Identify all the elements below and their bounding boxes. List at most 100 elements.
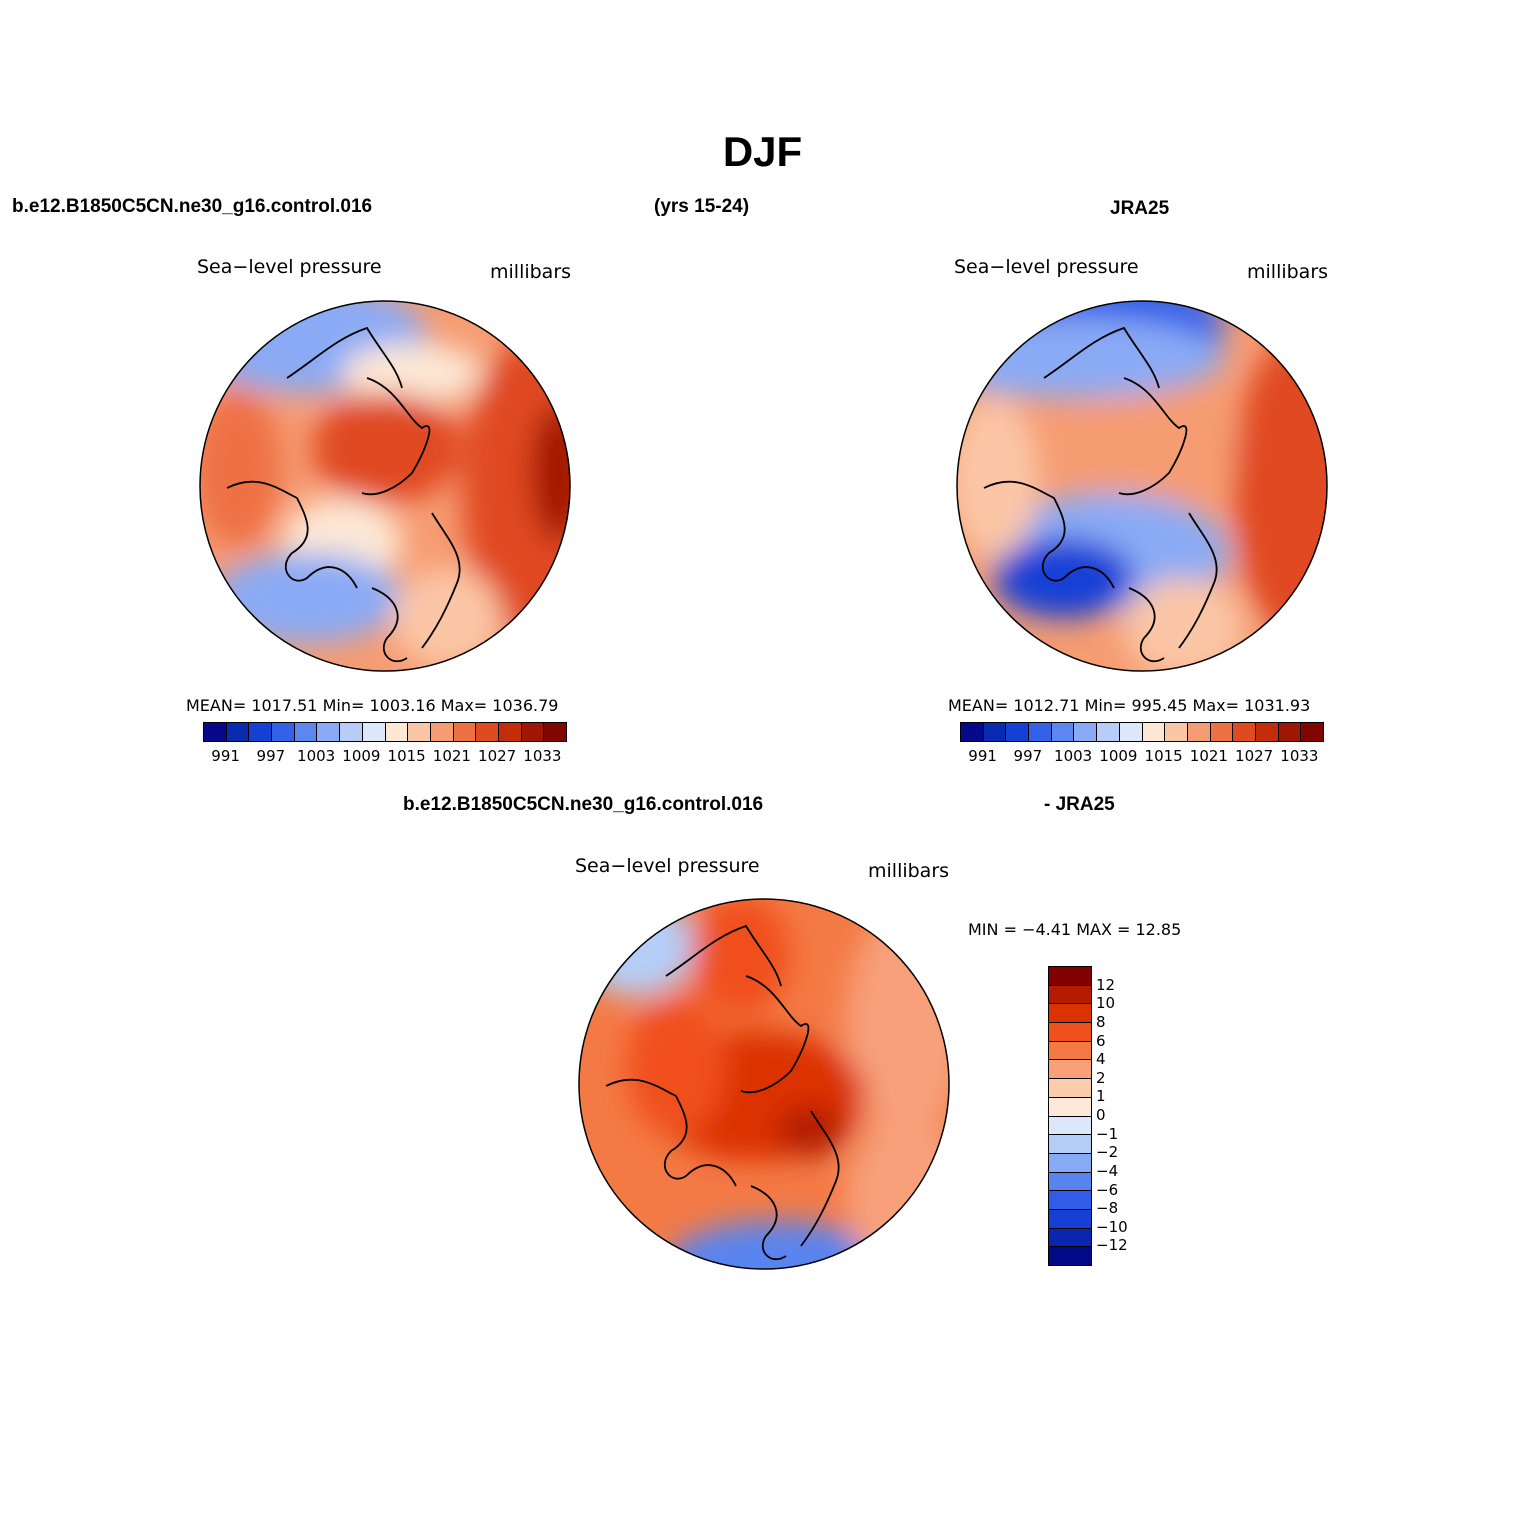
colorbar-swatch — [1278, 723, 1302, 741]
colorbar-swatch — [1006, 723, 1030, 741]
colorbar-swatch — [272, 723, 295, 741]
colorbar-swatch — [1049, 1116, 1091, 1136]
colorbar-swatch — [204, 723, 227, 741]
colorbar-swatch — [1233, 723, 1256, 741]
colorbar-tick-label: 997 — [1013, 747, 1043, 765]
colorbar-swatch — [1142, 723, 1166, 741]
colorbar-swatch — [453, 723, 477, 741]
colorbar-tick-label: −8 — [1096, 1199, 1119, 1218]
obs-stats: MEAN= 1012.71 Min= 995.45 Max= 1031.93 — [948, 696, 1311, 715]
colorbar-swatch — [1049, 985, 1091, 1005]
colorbar-tick-label: 1003 — [297, 747, 336, 765]
years-label: (yrs 15-24) — [654, 196, 750, 217]
colorbar-tick-label: 2 — [1096, 1068, 1106, 1087]
model-colorbar — [203, 722, 567, 742]
colorbar-swatch — [249, 723, 273, 741]
colorbar-swatch — [1165, 723, 1188, 741]
colorbar-tick-label: 0 — [1096, 1106, 1106, 1124]
colorbar-swatch — [1049, 1247, 1091, 1265]
colorbar-swatch — [1049, 1041, 1091, 1061]
colorbar-swatch — [1049, 1023, 1091, 1042]
colorbar-swatch — [1049, 1228, 1091, 1248]
model-plot-title: Sea−level pressure — [197, 256, 382, 278]
colorbar-swatch — [1049, 1153, 1091, 1173]
model-slp-map — [199, 300, 571, 672]
colorbar-tick-label: −1 — [1096, 1124, 1119, 1143]
colorbar-swatch — [1051, 723, 1075, 741]
obs-colorbar — [960, 722, 1324, 742]
colorbar-swatch — [1049, 967, 1091, 986]
colorbar-tick-label: 991 — [968, 747, 997, 765]
diff-slp-map — [578, 898, 950, 1270]
colorbar-swatch — [1074, 723, 1098, 741]
colorbar-tick-label: 1009 — [342, 747, 381, 765]
colorbar-swatch — [544, 723, 566, 741]
colorbar-swatch — [430, 723, 454, 741]
diff-units: millibars — [868, 860, 950, 882]
colorbar-tick-label: 1 — [1096, 1087, 1106, 1106]
colorbar-swatch — [1097, 723, 1120, 741]
obs-units: millibars — [1247, 261, 1329, 283]
colorbar-tick-label: 1003 — [1054, 747, 1093, 765]
obs-slp-map — [956, 300, 1328, 672]
model-case-label: b.e12.B1850C5CN.ne30_g16.control.016 — [12, 196, 373, 217]
colorbar-swatch — [317, 723, 341, 741]
colorbar-tick-label: 1027 — [478, 747, 517, 765]
colorbar-tick-label: −6 — [1096, 1180, 1119, 1199]
obs-case-label: JRA25 — [1110, 198, 1170, 219]
colorbar-tick-label: 12 — [1096, 975, 1116, 994]
diff-plot-title: Sea−level pressure — [575, 855, 760, 877]
model-stats: MEAN= 1017.51 Min= 1003.16 Max= 1036.79 — [186, 696, 559, 715]
obs-plot-title: Sea−level pressure — [954, 256, 1139, 278]
colorbar-swatch — [1049, 1097, 1091, 1117]
colorbar-tick-label: −4 — [1096, 1161, 1119, 1180]
colorbar-swatch — [1301, 723, 1323, 741]
colorbar-swatch — [961, 723, 984, 741]
colorbar-swatch — [408, 723, 431, 741]
colorbar-tick-label: 991 — [211, 747, 240, 765]
figure-title: DJF — [722, 128, 803, 175]
colorbar-tick-label: 1033 — [1280, 747, 1319, 765]
colorbar-swatch — [983, 723, 1007, 741]
colorbar-swatch — [476, 723, 499, 741]
diff-colorbar — [1048, 966, 1092, 1266]
colorbar-tick-label: −12 — [1096, 1236, 1128, 1255]
colorbar-swatch — [1187, 723, 1211, 741]
colorbar-swatch — [1049, 1135, 1091, 1154]
colorbar-tick-label: −2 — [1096, 1143, 1119, 1162]
colorbar-tick-label: 1021 — [1189, 747, 1228, 765]
colorbar-swatch — [226, 723, 250, 741]
colorbar-swatch — [1029, 723, 1052, 741]
colorbar-tick-label: 997 — [256, 747, 286, 765]
colorbar-tick-label: 10 — [1096, 994, 1116, 1013]
colorbar-swatch — [1049, 1191, 1091, 1210]
colorbar-tick-label: 1015 — [1144, 747, 1183, 765]
colorbar-swatch — [340, 723, 363, 741]
colorbar-tick-label: 1021 — [432, 747, 471, 765]
colorbar-swatch — [294, 723, 318, 741]
colorbar-swatch — [385, 723, 409, 741]
colorbar-swatch — [1049, 1004, 1091, 1024]
colorbar-tick-label: 8 — [1096, 1012, 1106, 1031]
colorbar-tick-label: 4 — [1096, 1050, 1106, 1069]
colorbar-tick-label: 1033 — [523, 747, 562, 765]
colorbar-swatch — [1210, 723, 1234, 741]
model-units: millibars — [490, 261, 572, 283]
diff-stats: MIN = −4.41 MAX = 12.85 — [968, 920, 1182, 939]
colorbar-swatch — [1255, 723, 1279, 741]
colorbar-tick-label: −10 — [1096, 1217, 1128, 1236]
colorbar-swatch — [1049, 1172, 1091, 1192]
diff-ref-label: - JRA25 — [1044, 794, 1115, 815]
colorbar-tick-label: 1027 — [1235, 747, 1274, 765]
colorbar-swatch — [1049, 1079, 1091, 1098]
colorbar-tick-label: 1015 — [387, 747, 426, 765]
colorbar-swatch — [1049, 1060, 1091, 1080]
colorbar-swatch — [1119, 723, 1143, 741]
colorbar-swatch — [362, 723, 386, 741]
colorbar-tick-label: 1009 — [1099, 747, 1138, 765]
colorbar-swatch — [498, 723, 522, 741]
colorbar-swatch — [1049, 1209, 1091, 1229]
colorbar-tick-label: 6 — [1096, 1031, 1106, 1050]
diff-case-label: b.e12.B1850C5CN.ne30_g16.control.016 — [403, 794, 764, 815]
colorbar-swatch — [521, 723, 545, 741]
